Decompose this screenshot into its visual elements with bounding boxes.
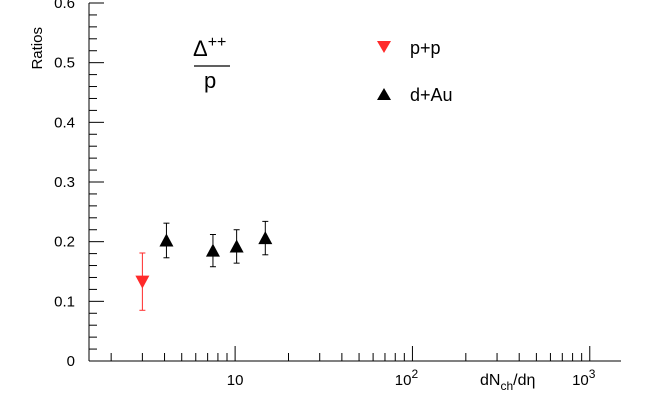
- plot-marks: [135, 220, 273, 311]
- legend-label-dau: d+Au: [410, 85, 453, 105]
- data-point-dau: [205, 243, 220, 257]
- y-axis-label: Ratios: [29, 27, 46, 70]
- y-tick-label: 0.5: [54, 55, 75, 72]
- plot-axes: 0 0.1 0.2 0.3 0.4 0.5 0.6 10 102 103: [54, 0, 621, 389]
- legend-marker-pp: [377, 41, 391, 53]
- x-tick-label: 103: [572, 367, 596, 389]
- y-tick-label: 0.2: [54, 234, 75, 251]
- legend-marker-dau: [377, 88, 391, 100]
- x-tick-label: 102: [395, 367, 419, 389]
- x-axis-label: dNch/dη: [480, 372, 535, 393]
- y-tick-label: 0.3: [54, 174, 75, 191]
- annotation-numerator: Δ++: [193, 34, 226, 61]
- y-tick-label: 0.4: [54, 114, 75, 131]
- ratio-annotation: Δ++ p: [193, 34, 230, 93]
- data-point-dau: [258, 231, 273, 245]
- y-tick-label: 0.6: [54, 0, 75, 12]
- data-point-pp: [135, 275, 150, 289]
- data-point-dau: [229, 239, 244, 253]
- y-tick-label: 0: [67, 353, 75, 370]
- legend: p+p d+Au: [377, 38, 453, 105]
- y-tick-label: 0.1: [54, 293, 75, 310]
- x-tick-label: 10: [227, 372, 244, 389]
- data-point-dau: [159, 233, 174, 247]
- legend-label-pp: p+p: [410, 38, 441, 58]
- annotation-denominator: p: [204, 68, 216, 93]
